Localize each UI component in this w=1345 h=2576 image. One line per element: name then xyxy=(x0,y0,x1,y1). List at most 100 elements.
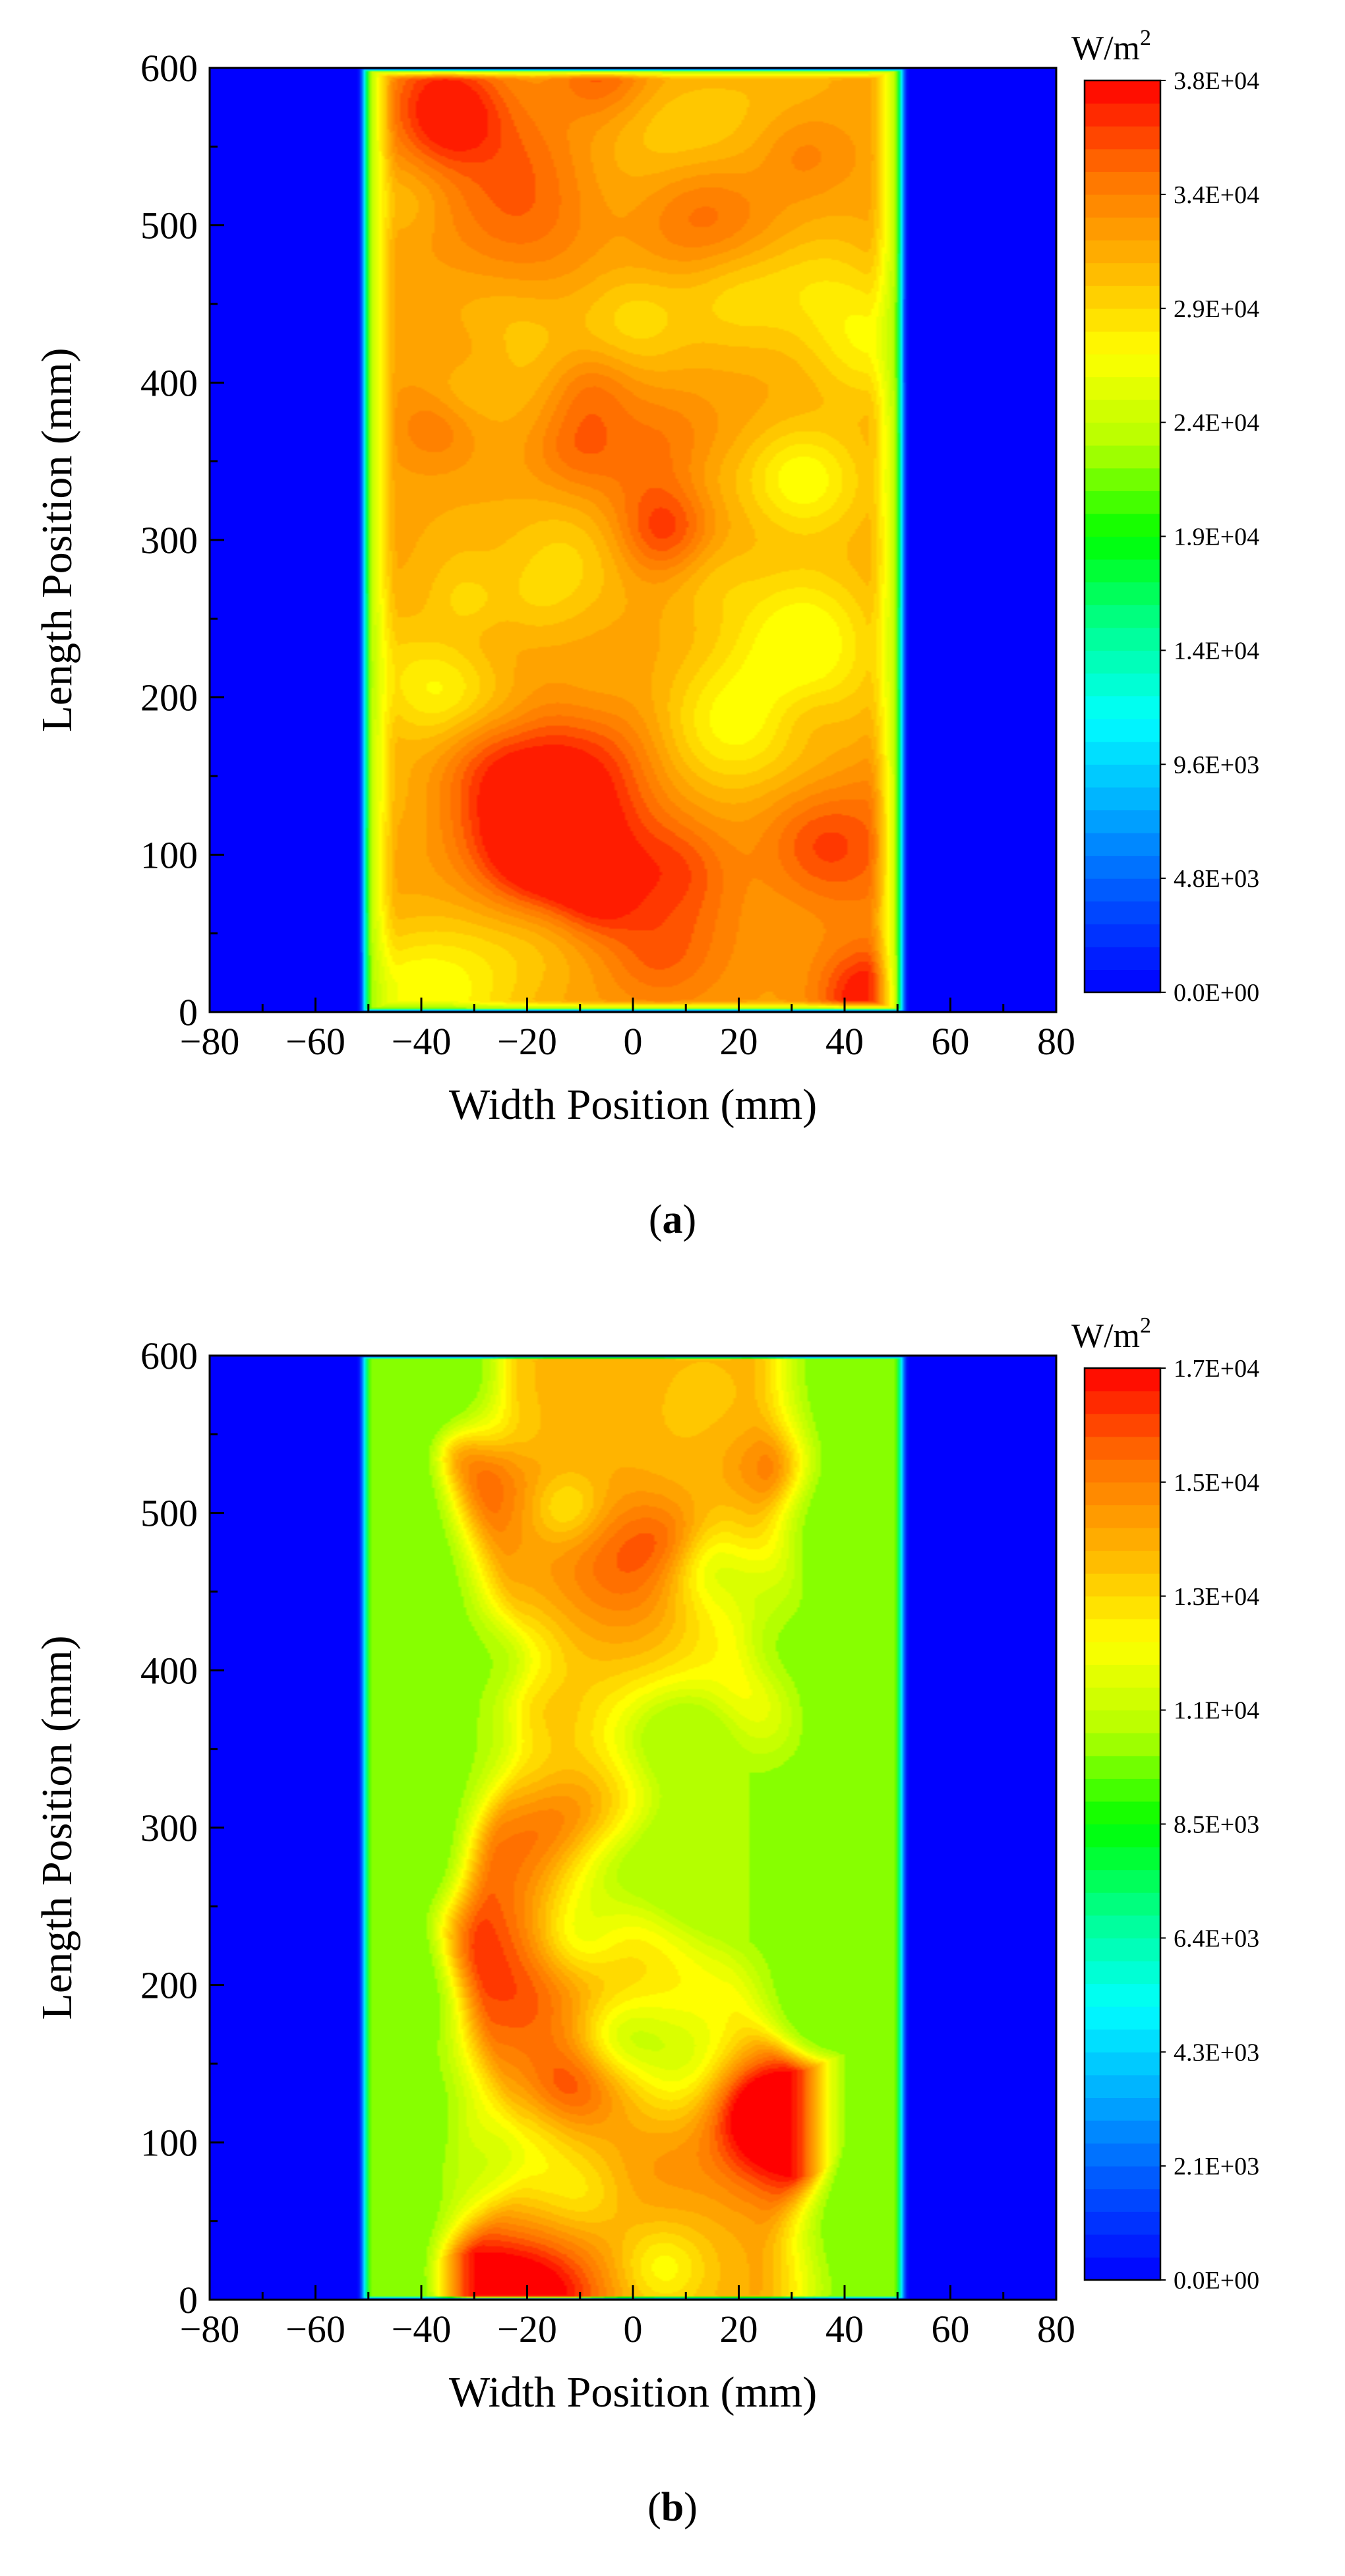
colorbar-tick-label: 2.4E+04 xyxy=(1174,409,1259,437)
caption-a: (a) xyxy=(649,1197,696,1242)
colorbar-band xyxy=(1085,80,1160,104)
y-tick-label: 200 xyxy=(140,1964,198,2007)
y-axis-title: Length Position (mm) xyxy=(33,348,81,733)
colorbar-band xyxy=(1085,2188,1160,2212)
colorbar-tick-label: 6.4E+03 xyxy=(1174,1925,1259,1952)
colorbar-band xyxy=(1085,946,1160,971)
y-tick-label: 200 xyxy=(140,676,198,719)
x-tick-label: −80 xyxy=(180,2308,240,2351)
colorbar-band xyxy=(1085,491,1160,514)
colorbar-band xyxy=(1085,445,1160,469)
x-tick-label: 80 xyxy=(1037,1020,1075,1063)
colorbar-band xyxy=(1085,741,1160,765)
colorbar-band xyxy=(1085,422,1160,446)
colorbar-tick-label: 1.1E+04 xyxy=(1174,1697,1259,1725)
colorbar-tick-label: 4.3E+03 xyxy=(1174,2039,1259,2066)
y-tick-label: 400 xyxy=(140,1649,198,1692)
colorbar-band xyxy=(1085,1824,1160,1847)
y-tick-label: 100 xyxy=(140,2121,198,2164)
y-tick-label: 300 xyxy=(140,1807,198,1849)
colorbar-band xyxy=(1085,467,1160,491)
colorbar-band xyxy=(1085,331,1160,355)
colorbar-band xyxy=(1085,1801,1160,1825)
colorbar-band xyxy=(1085,673,1160,697)
colorbar-band xyxy=(1085,878,1160,902)
colorbar-band xyxy=(1085,1641,1160,1665)
y-tick-label: 0 xyxy=(179,991,198,1034)
y-tick-label: 100 xyxy=(140,833,198,876)
colorbar-band xyxy=(1085,1550,1160,1574)
colorbar-band xyxy=(1085,1482,1160,1506)
colorbar-band xyxy=(1085,719,1160,742)
colorbar-band xyxy=(1085,2166,1160,2190)
x-tick-label: −20 xyxy=(497,1020,557,1063)
colorbar-tick-label: 1.4E+04 xyxy=(1174,637,1259,665)
y-tick-label: 300 xyxy=(140,519,198,562)
colorbar-band xyxy=(1085,513,1160,537)
colorbar-band xyxy=(1085,582,1160,605)
colorbar-tick-label: 1.9E+04 xyxy=(1174,524,1259,551)
colorbar-tick-label: 4.8E+03 xyxy=(1174,865,1259,893)
caption-b: (b) xyxy=(647,2485,698,2530)
colorbar-band xyxy=(1085,901,1160,924)
y-tick-label: 600 xyxy=(140,1334,198,1377)
colorbar-tick-label: 0.0E+00 xyxy=(1174,2267,1259,2294)
colorbar-tick-label: 2.9E+04 xyxy=(1174,295,1259,323)
colorbar-tick-label: 3.4E+04 xyxy=(1174,181,1259,209)
x-tick-label: 40 xyxy=(825,2308,864,2351)
x-tick-label: 40 xyxy=(825,1020,864,1063)
y-axis-title: Length Position (mm) xyxy=(33,1636,81,2020)
colorbar-band xyxy=(1085,1505,1160,1528)
figure-panel-b: −80 −60 −40 −20 0 20 40 60 80 0 100 200 300 400 500 600… xyxy=(0,1288,1345,2575)
x-tick-label: 20 xyxy=(720,1020,758,1063)
colorbar-tick-label: 1.5E+04 xyxy=(1174,1469,1259,1497)
colorbar-band xyxy=(1085,764,1160,788)
colorbar-band xyxy=(1085,2029,1160,2052)
colorbar-band xyxy=(1085,2074,1160,2098)
colorbar-band xyxy=(1085,1368,1160,1392)
colorbar-band xyxy=(1085,1414,1160,1437)
y-tick-label: 400 xyxy=(140,361,198,404)
x-tick-label: −20 xyxy=(497,2308,557,2351)
colorbar-band xyxy=(1085,1528,1160,1551)
colorbar-band xyxy=(1085,240,1160,264)
x-tick-label: −40 xyxy=(392,1020,452,1063)
y-tick-label: 0 xyxy=(179,2279,198,2321)
colorbar-band xyxy=(1085,627,1160,651)
x-axis-title: Width Position (mm) xyxy=(449,1081,817,1129)
x-tick-label: 20 xyxy=(720,2308,758,2351)
colorbar-band xyxy=(1085,1755,1160,1779)
colorbar-band xyxy=(1085,1847,1160,1871)
colorbar-band xyxy=(1085,285,1160,309)
x-tick-label: 60 xyxy=(932,2308,970,2351)
x-tick-label: −40 xyxy=(392,2308,452,2351)
colorbar-band xyxy=(1085,1459,1160,1483)
colorbar-band xyxy=(1085,1938,1160,1962)
colorbar-band xyxy=(1085,217,1160,241)
colorbar-band xyxy=(1085,605,1160,628)
figure-panel-a: −80 −60 −40 −20 0 20 40 60 80 0 100 200 300 400 500 600… xyxy=(33,26,1259,1242)
colorbar-band xyxy=(1085,353,1160,378)
colorbar-band xyxy=(1085,810,1160,833)
colorbar-tick-label: 2.1E+03 xyxy=(1174,2153,1259,2180)
colorbar-tick-label: 3.8E+04 xyxy=(1174,67,1259,95)
colorbar-band xyxy=(1085,126,1160,150)
x-tick-label: 0 xyxy=(624,1020,643,1063)
colorbar-tick-label: 1.3E+04 xyxy=(1174,1583,1259,1611)
colorbar-band xyxy=(1085,650,1160,674)
colorbar-band xyxy=(1085,2211,1160,2235)
colorbar-band xyxy=(1085,2097,1160,2121)
colorbar-band xyxy=(1085,2052,1160,2076)
colorbar-band xyxy=(1085,1573,1160,1597)
colorbar-tick-label: 9.6E+03 xyxy=(1174,751,1259,779)
colorbar-band xyxy=(1085,2143,1160,2167)
heatmap-chart-a: −80 −60 −40 −20 0 20 40 60 80 0 100 200 300 400 500 600… xyxy=(33,26,1259,1242)
colorbar-band xyxy=(1085,1687,1160,1711)
colorbar-band xyxy=(1085,2120,1160,2144)
colorbar-band xyxy=(1085,1778,1160,1802)
colorbar-band xyxy=(1085,1892,1160,1916)
colorbar-band xyxy=(1085,1960,1160,1985)
heatmap-chart-b: −80 −60 −40 −20 0 20 40 60 80 0 100 200 300 400 500 600… xyxy=(33,1313,1259,2530)
colorbar-band xyxy=(1085,308,1160,332)
colorbar-band xyxy=(1085,171,1160,195)
